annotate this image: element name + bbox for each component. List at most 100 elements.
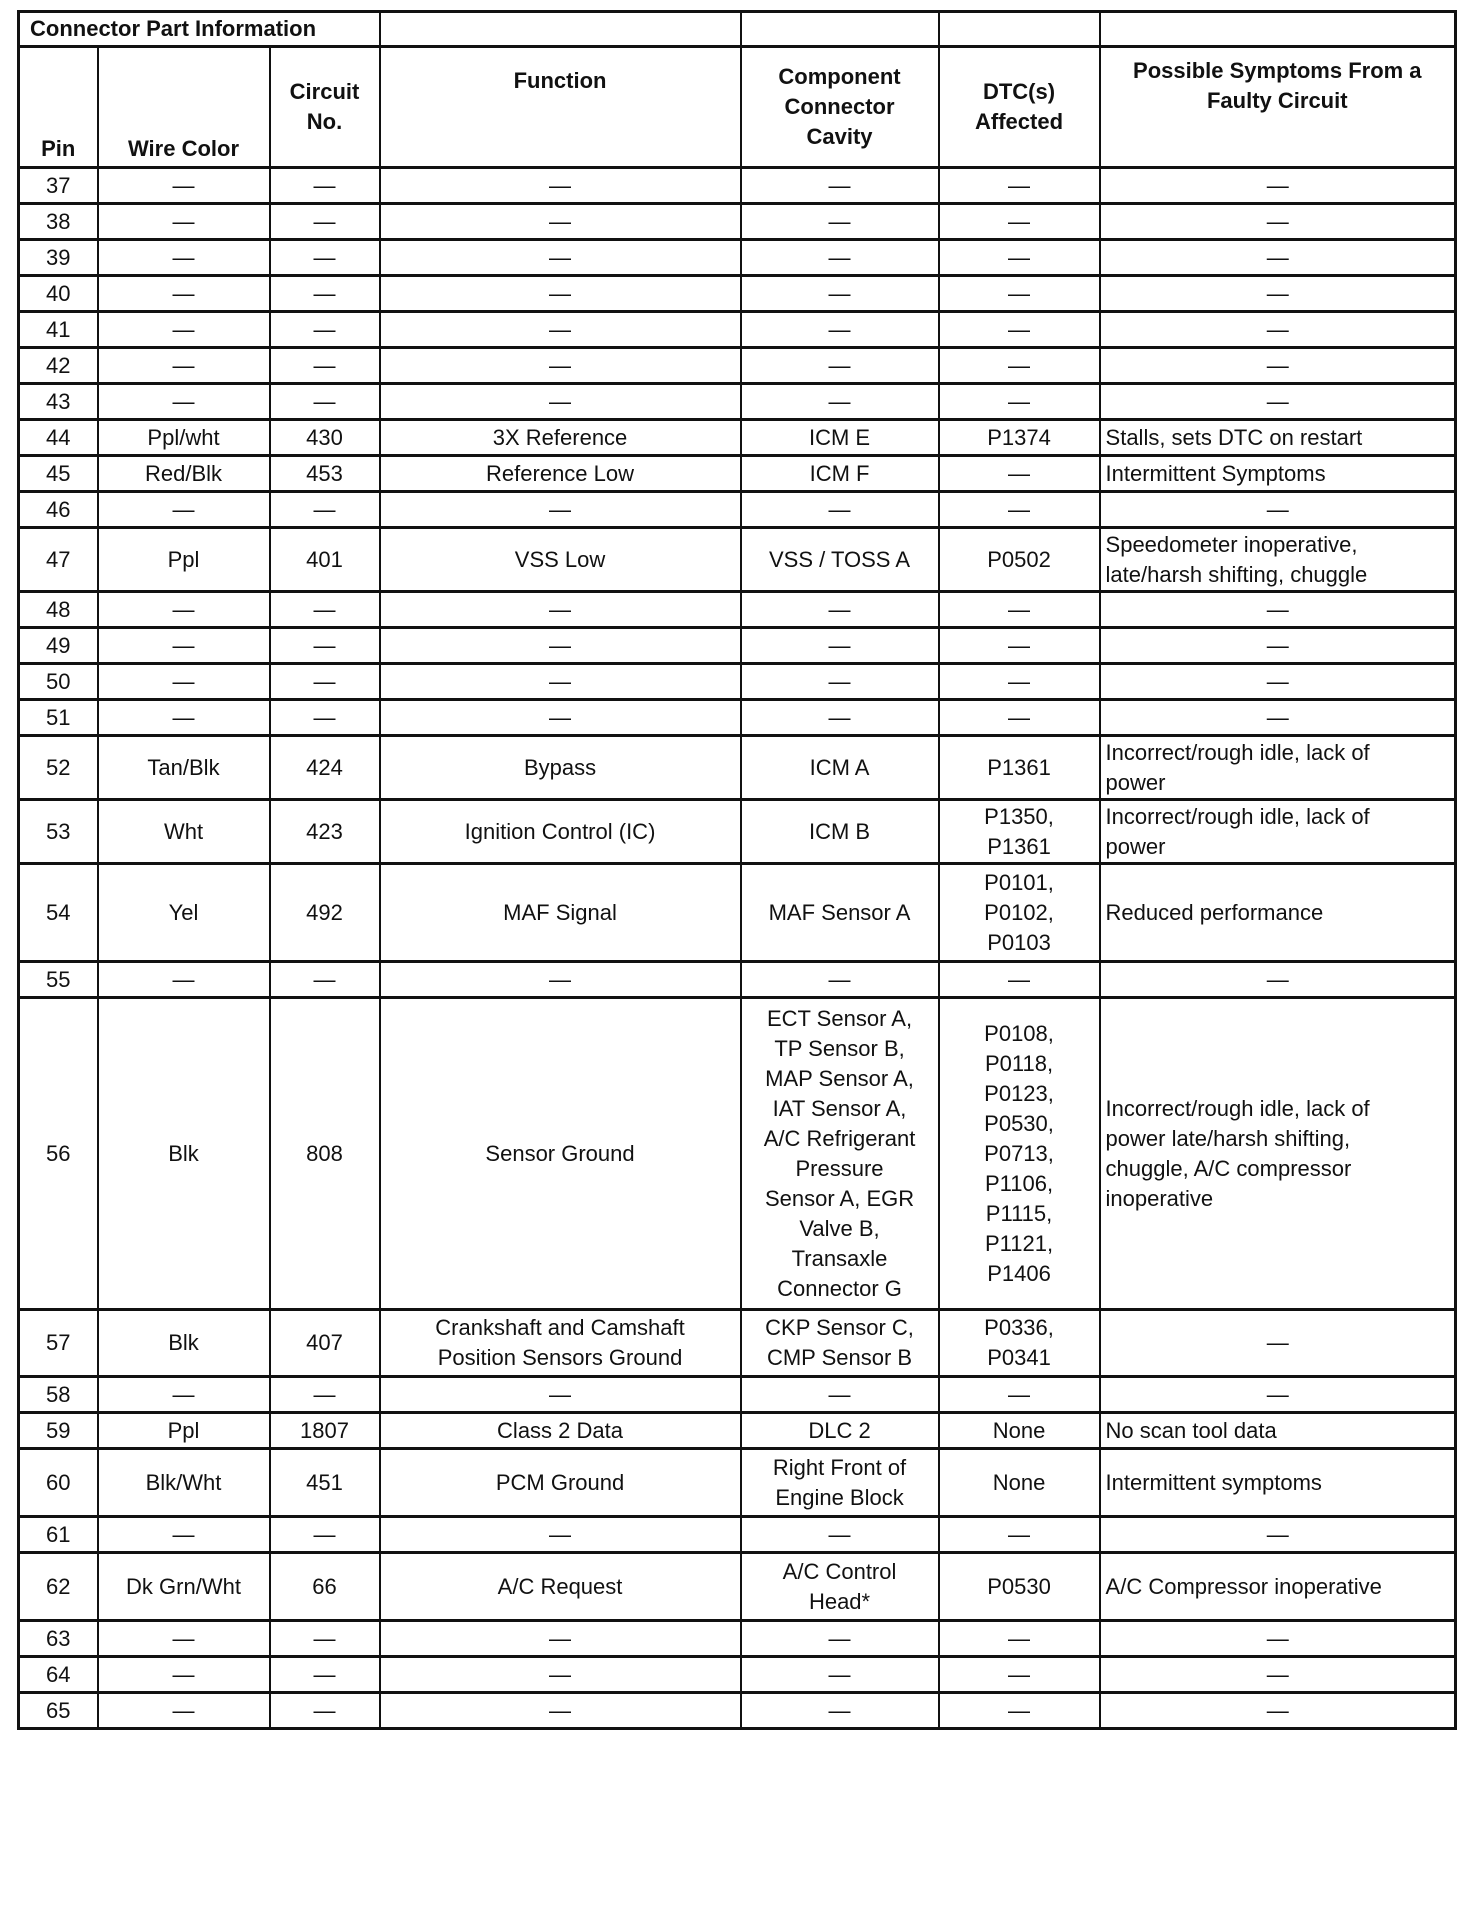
- cavity-cell: A/C Control Head*: [739, 1551, 940, 1622]
- table-row: 40— — — — — —: [17, 274, 1457, 313]
- dtc-cell: —: [937, 1655, 1101, 1694]
- dtc-cell: P0502: [937, 526, 1101, 593]
- header-cavity: Component Connector Cavity: [739, 45, 940, 169]
- circuit-no-cell: —: [268, 238, 381, 277]
- symptoms-cell: —: [1098, 274, 1457, 313]
- table-row: 43— — — — — —: [17, 382, 1457, 421]
- wire-color-cell: —: [96, 1375, 271, 1414]
- cavity-cell: —: [739, 382, 940, 421]
- table-row: 38— — — — — —: [17, 202, 1457, 241]
- cavity-cell: —: [739, 238, 940, 277]
- circuit-no-cell: —: [268, 1515, 381, 1554]
- symptoms-cell: —: [1098, 310, 1457, 349]
- symptoms-cell: —: [1098, 1375, 1457, 1414]
- wire-color-cell: —: [96, 590, 271, 629]
- symptoms-cell: —: [1098, 346, 1457, 385]
- circuit-no-cell: —: [268, 346, 381, 385]
- symptoms-cell: Incorrect/rough idle, lack of power: [1098, 734, 1457, 801]
- dtc-cell: —: [937, 454, 1101, 493]
- pin-cell: 60: [17, 1447, 99, 1518]
- wire-color-cell: —: [96, 166, 271, 205]
- function-cell: 3X Reference: [378, 418, 742, 457]
- pin-cell: 63: [17, 1619, 99, 1658]
- table-row: 39— — — — — —: [17, 238, 1457, 277]
- header-wire-color: Wire Color: [96, 45, 271, 169]
- wire-color-cell: Dk Grn/Wht: [96, 1551, 271, 1622]
- pin-cell: 50: [17, 662, 99, 701]
- table-row: 50— — — — — —: [17, 662, 1457, 701]
- function-cell: A/C Request: [378, 1551, 742, 1622]
- circuit-no-cell: —: [268, 662, 381, 701]
- cavity-cell: —: [739, 490, 940, 529]
- wire-color-cell: Tan/Blk: [96, 734, 271, 801]
- dtc-cell: —: [937, 1619, 1101, 1658]
- wire-color-cell: Ppl: [96, 1411, 271, 1450]
- table-row: 46— — — — — —: [17, 490, 1457, 529]
- wire-color-cell: —: [96, 490, 271, 529]
- dtc-cell: —: [937, 202, 1101, 241]
- wire-color-cell: Red/Blk: [96, 454, 271, 493]
- table-row: 47 Ppl 401 VSS Low VSS / TOSS A P0502 Speedome…: [17, 526, 1457, 593]
- table-row: 65— — — — — —: [17, 1691, 1457, 1730]
- dtc-cell: None: [937, 1411, 1101, 1450]
- header-circuit-no: Circuit No.: [268, 45, 381, 169]
- circuit-no-cell: 66: [268, 1551, 381, 1622]
- symptoms-cell: A/C Compressor inoperative: [1098, 1551, 1457, 1622]
- pin-cell: 56: [17, 996, 99, 1311]
- empty-header-cell: [378, 10, 742, 48]
- circuit-no-cell: —: [268, 1619, 381, 1658]
- function-cell: —: [378, 1655, 742, 1694]
- function-cell: —: [378, 1619, 742, 1658]
- table-row: 41— — — — — —: [17, 310, 1457, 349]
- function-cell: —: [378, 662, 742, 701]
- symptoms-cell: —: [1098, 490, 1457, 529]
- empty-header-cell: [739, 10, 940, 48]
- pin-cell: 49: [17, 626, 99, 665]
- cavity-cell: —: [739, 346, 940, 385]
- wire-color-cell: —: [96, 202, 271, 241]
- table-row: 57 Blk 407 Crankshaft and Camshaft Position…: [17, 1308, 1457, 1378]
- table-row: 37— — — — — —: [17, 166, 1457, 205]
- symptoms-cell: —: [1098, 626, 1457, 665]
- table-row: 56 Blk 808 Sensor Ground ECT Sensor A, TP Se…: [17, 996, 1457, 1311]
- cavity-cell: Right Front of Engine Block: [739, 1447, 940, 1518]
- dtc-cell: —: [937, 590, 1101, 629]
- symptoms-cell: —: [1098, 662, 1457, 701]
- function-cell: —: [378, 166, 742, 205]
- cavity-cell: CKP Sensor C, CMP Sensor B: [739, 1308, 940, 1378]
- pin-cell: 62: [17, 1551, 99, 1622]
- function-cell: VSS Low: [378, 526, 742, 593]
- column-header-row: Pin Wire Color Circuit No. Function Comp…: [17, 45, 1457, 169]
- table-row: 58— — — — — —: [17, 1375, 1457, 1414]
- wire-color-cell: —: [96, 310, 271, 349]
- pin-cell: 45: [17, 454, 99, 493]
- section-header-row: Connector Part Information: [17, 10, 1457, 48]
- pin-cell: 42: [17, 346, 99, 385]
- function-cell: Reference Low: [378, 454, 742, 493]
- wire-color-cell: Blk: [96, 996, 271, 1311]
- circuit-no-cell: 423: [268, 798, 381, 865]
- cavity-cell: ICM B: [739, 798, 940, 865]
- symptoms-cell: —: [1098, 1691, 1457, 1730]
- cavity-cell: MAF Sensor A: [739, 862, 940, 963]
- circuit-no-cell: 407: [268, 1308, 381, 1378]
- pin-cell: 41: [17, 310, 99, 349]
- pin-cell: 59: [17, 1411, 99, 1450]
- table-row: 62 Dk Grn/Wht 66 A/C Request A/C Control Hea…: [17, 1551, 1457, 1622]
- circuit-no-cell: —: [268, 202, 381, 241]
- table-row: 53 Wht 423 Ignition Control (IC) ICM B P1350,…: [17, 798, 1457, 865]
- symptoms-cell: Reduced performance: [1098, 862, 1457, 963]
- cavity-cell: —: [739, 960, 940, 999]
- table-row: 55— — — — — —: [17, 960, 1457, 999]
- wire-color-cell: —: [96, 1691, 271, 1730]
- pin-cell: 52: [17, 734, 99, 801]
- wire-color-cell: Ppl/wht: [96, 418, 271, 457]
- function-cell: —: [378, 590, 742, 629]
- cavity-cell: —: [739, 166, 940, 205]
- cavity-cell: —: [739, 274, 940, 313]
- circuit-no-cell: —: [268, 1691, 381, 1730]
- function-cell: —: [378, 382, 742, 421]
- pin-cell: 51: [17, 698, 99, 737]
- cavity-cell: —: [739, 626, 940, 665]
- symptoms-cell: —: [1098, 1655, 1457, 1694]
